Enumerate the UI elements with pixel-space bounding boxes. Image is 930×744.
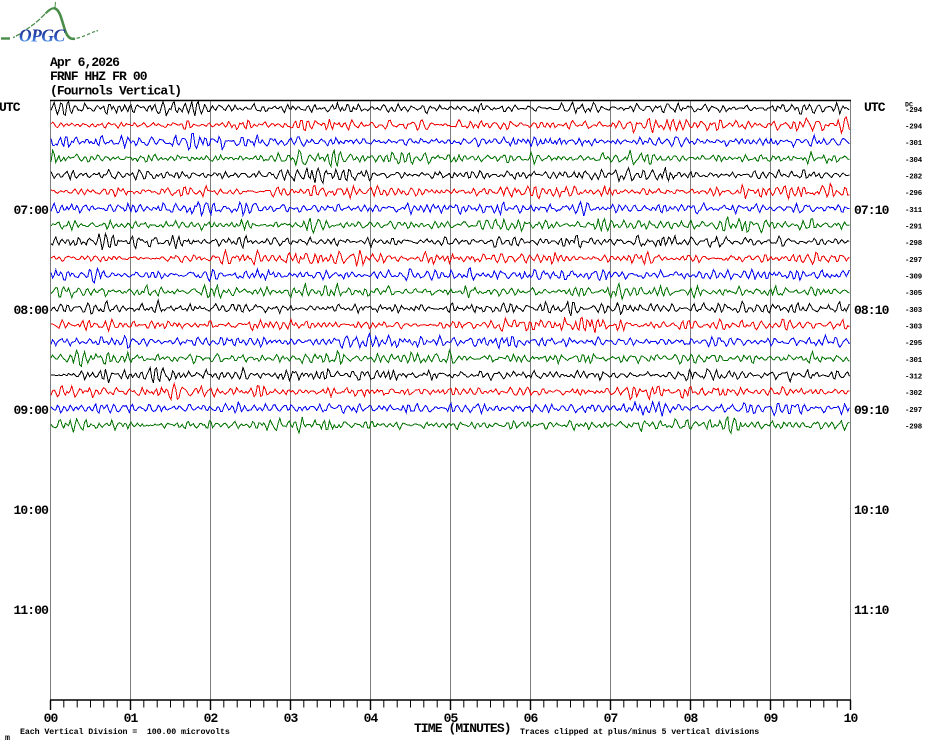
- svg-text:02: 02: [204, 711, 219, 726]
- svg-text:08: 08: [684, 711, 699, 726]
- svg-text:m: m: [5, 734, 10, 743]
- svg-text:05: 05: [444, 711, 459, 726]
- svg-text:UTC: UTC: [0, 100, 21, 115]
- svg-text:-291: -291: [905, 224, 923, 232]
- svg-text:09:10: 09:10: [854, 403, 890, 418]
- svg-text:03: 03: [284, 711, 299, 726]
- svg-text:-301: -301: [905, 140, 923, 148]
- svg-text:08:10: 08:10: [854, 303, 890, 318]
- svg-text:-303: -303: [905, 324, 923, 332]
- svg-text:Apr 6,2026: Apr 6,2026: [50, 55, 120, 70]
- svg-text:-294: -294: [905, 107, 923, 115]
- svg-text:-309: -309: [905, 274, 922, 282]
- svg-text:08:00: 08:00: [13, 303, 49, 318]
- svg-text:-294: -294: [905, 124, 923, 132]
- svg-text:07:00: 07:00: [13, 203, 49, 218]
- svg-text:-298: -298: [905, 240, 923, 248]
- svg-text:07:10: 07:10: [854, 203, 890, 218]
- svg-text:09: 09: [764, 711, 779, 726]
- svg-text:-304: -304: [905, 157, 923, 165]
- svg-text:-297: -297: [905, 257, 922, 265]
- svg-text:-311: -311: [905, 207, 923, 215]
- svg-text:09:00: 09:00: [13, 403, 49, 418]
- svg-text:04: 04: [364, 711, 379, 726]
- svg-text:-302: -302: [905, 390, 922, 398]
- svg-text:-301: -301: [905, 357, 923, 365]
- svg-text:-305: -305: [905, 290, 923, 298]
- svg-text:-303: -303: [905, 307, 923, 315]
- svg-text:10:10: 10:10: [854, 503, 890, 518]
- svg-text:UTC: UTC: [864, 100, 886, 115]
- svg-text:11:00: 11:00: [13, 603, 49, 618]
- svg-text:-282: -282: [905, 174, 922, 182]
- svg-text:11:10: 11:10: [854, 603, 890, 618]
- svg-text:DC: DC: [905, 101, 913, 108]
- svg-text:Traces clipped at plus/minus 5: Traces clipped at plus/minus 5 vertical …: [520, 727, 759, 737]
- svg-text:-296: -296: [905, 190, 923, 198]
- svg-text:TIME (MINUTES): TIME (MINUTES): [414, 721, 511, 736]
- svg-text:-297: -297: [905, 407, 922, 415]
- svg-text:01: 01: [124, 711, 139, 726]
- svg-text:07: 07: [604, 711, 618, 726]
- svg-text:OPGC: OPGC: [19, 26, 65, 46]
- svg-text:FRNF HHZ FR 00: FRNF HHZ FR 00: [50, 69, 148, 84]
- svg-text:00: 00: [44, 711, 59, 726]
- svg-text:10:00: 10:00: [13, 503, 49, 518]
- svg-text:(Fournols Vertical): (Fournols Vertical): [50, 84, 181, 99]
- svg-text:-298: -298: [905, 424, 923, 432]
- svg-text:Each Vertical Division = 100.: Each Vertical Division = 100.00 microvol…: [20, 727, 230, 737]
- svg-text:06: 06: [524, 711, 539, 726]
- svg-text:10: 10: [844, 711, 859, 726]
- svg-text:-295: -295: [905, 340, 923, 348]
- svg-text:-312: -312: [905, 374, 922, 382]
